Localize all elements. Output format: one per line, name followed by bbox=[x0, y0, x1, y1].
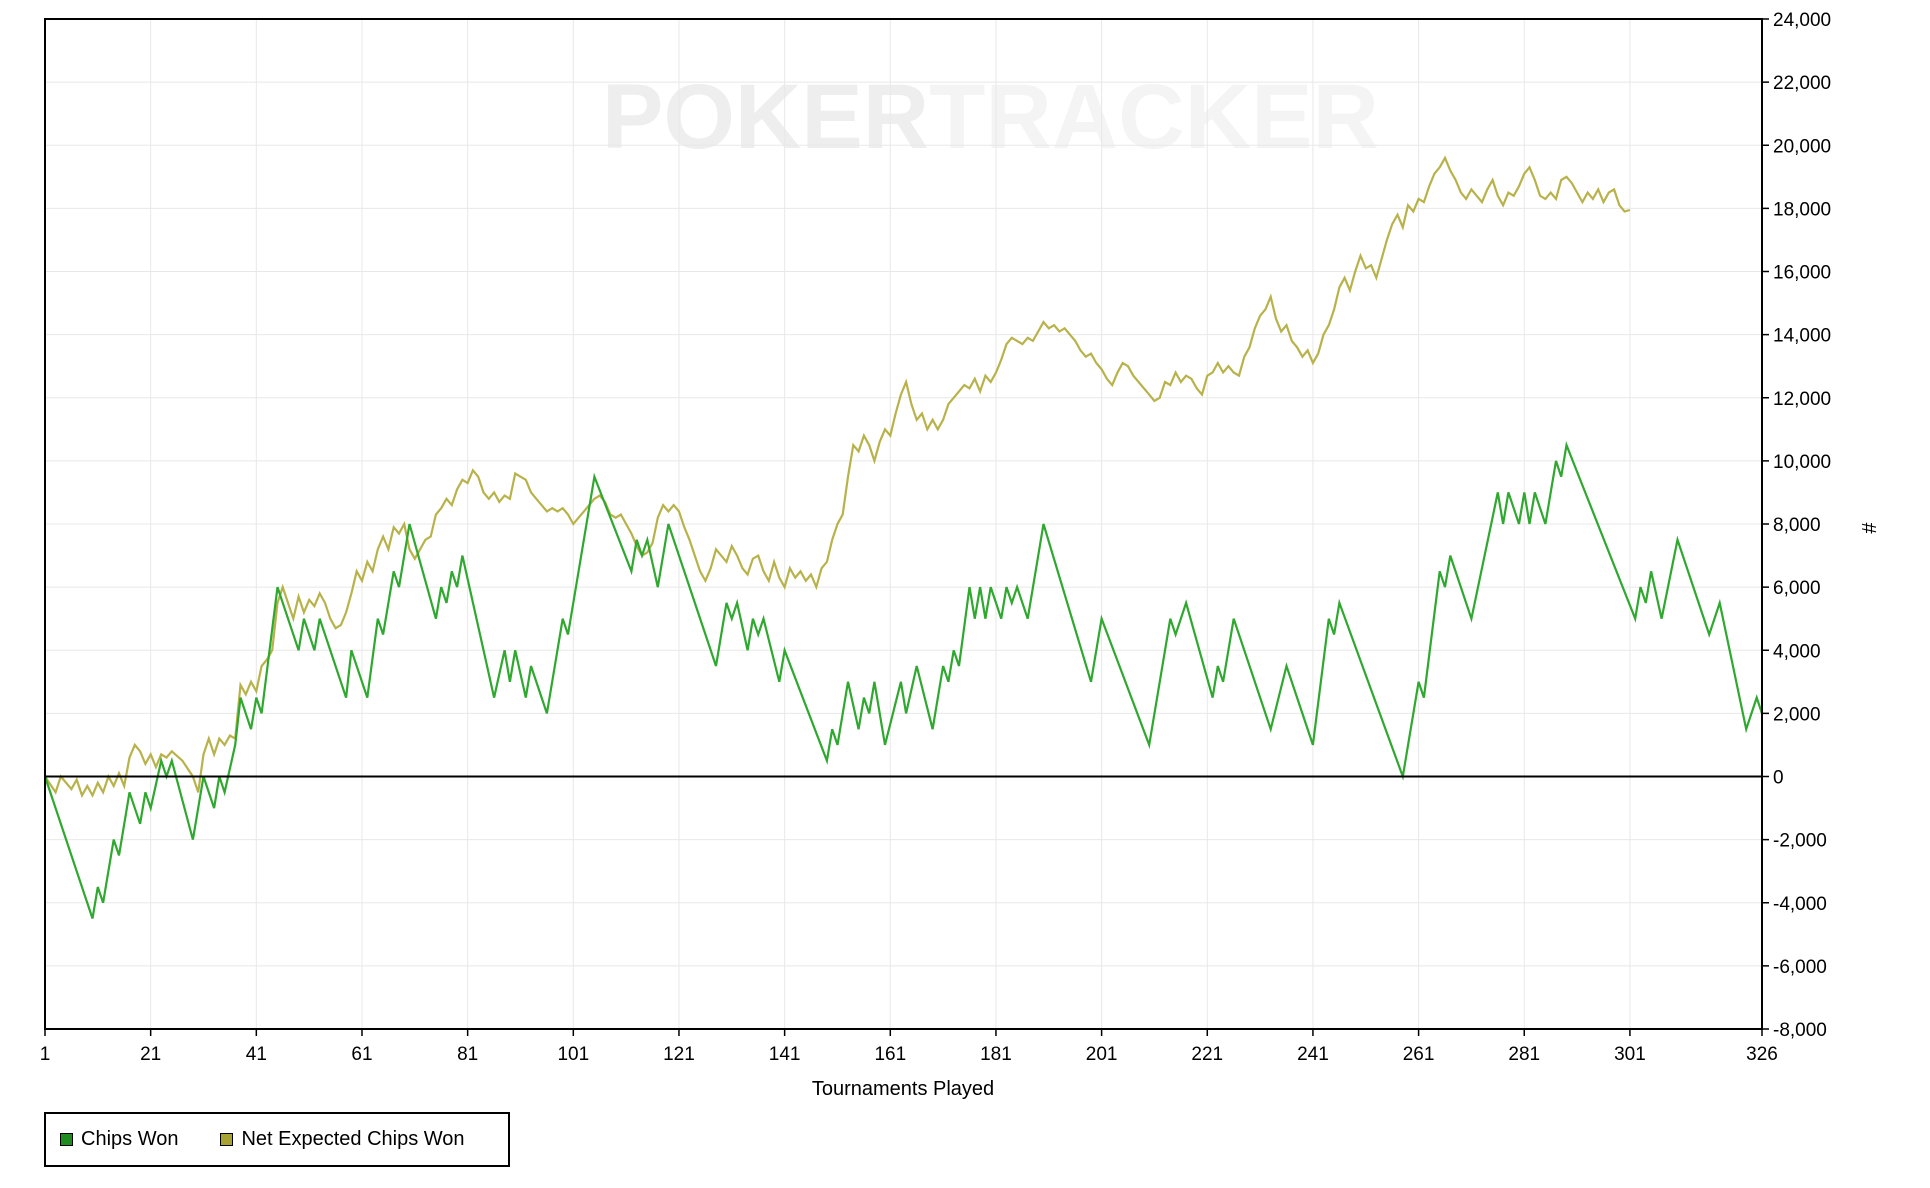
legend-item-net-expected: Net Expected Chips Won bbox=[220, 1128, 465, 1151]
series-line-net-expected-chips-won bbox=[45, 155, 1631, 799]
y-tick-label: 24,000 bbox=[1773, 10, 1831, 31]
legend-label-net-expected: Net Expected Chips Won bbox=[241, 1128, 465, 1150]
y-tick-label: 18,000 bbox=[1773, 199, 1831, 220]
x-tick-label: 121 bbox=[663, 1044, 695, 1065]
y-tick-label: 22,000 bbox=[1773, 73, 1831, 94]
x-tick-label: 1 bbox=[40, 1044, 51, 1065]
y-axis-title: # bbox=[1857, 522, 1879, 534]
y-tick-label: 2,000 bbox=[1773, 704, 1821, 725]
y-tick-label: 8,000 bbox=[1773, 515, 1821, 536]
x-tick-label: 221 bbox=[1191, 1044, 1223, 1065]
y-tick-label: 4,000 bbox=[1773, 641, 1821, 662]
watermark-text: POKERTRACKER bbox=[602, 66, 1379, 168]
legend-label-chips-won: Chips Won bbox=[81, 1128, 179, 1150]
x-tick-label: 201 bbox=[1086, 1044, 1118, 1065]
y-tick-label: -4,000 bbox=[1773, 894, 1827, 915]
y-tick-label: 6,000 bbox=[1773, 578, 1821, 599]
y-tick-label: 12,000 bbox=[1773, 389, 1831, 410]
x-tick-label: 101 bbox=[557, 1044, 589, 1065]
x-tick-label: 61 bbox=[351, 1044, 372, 1065]
x-tick-label: 181 bbox=[980, 1044, 1012, 1065]
pokertracker-watermark: POKERTRACKER bbox=[602, 66, 1379, 168]
legend-item-chips-won: Chips Won bbox=[60, 1128, 178, 1151]
y-tick-label: 0 bbox=[1773, 768, 1784, 789]
y-tick-label: 10,000 bbox=[1773, 452, 1831, 473]
x-tick-label: 281 bbox=[1508, 1044, 1540, 1065]
legend-swatch-chips-won bbox=[60, 1133, 73, 1146]
legend: Chips Won Net Expected Chips Won bbox=[44, 1112, 510, 1167]
series-line-chips-won bbox=[45, 441, 1762, 919]
x-tick-label: 161 bbox=[874, 1044, 906, 1065]
y-tick-label: 16,000 bbox=[1773, 263, 1831, 284]
y-tick-label: -8,000 bbox=[1773, 1020, 1827, 1041]
y-tick-label: 14,000 bbox=[1773, 326, 1831, 347]
x-axis-title: Tournaments Played bbox=[812, 1078, 994, 1100]
legend-swatch-net-expected bbox=[220, 1133, 234, 1146]
series-layer bbox=[45, 155, 1762, 919]
y-tick-label: 20,000 bbox=[1773, 136, 1831, 157]
x-tick-label: 81 bbox=[457, 1044, 478, 1065]
gridlines bbox=[44, 18, 1763, 1030]
x-tick-label: 41 bbox=[246, 1044, 267, 1065]
y-tick-label: -2,000 bbox=[1773, 831, 1827, 852]
x-axis: 1 21 41 61 81 101 121 141 161 181 201 221 241 261 281 3… bbox=[40, 1029, 1778, 1065]
x-tick-label: 21 bbox=[140, 1044, 161, 1065]
x-tick-label: 301 bbox=[1614, 1044, 1646, 1065]
x-tick-label: 241 bbox=[1297, 1044, 1329, 1065]
y-tick-label: -6,000 bbox=[1773, 957, 1827, 978]
y-axis: 24,000 22,000 20,000 18,000 16,000 14,000 12,0… bbox=[1762, 10, 1831, 1041]
x-tick-label: 326 bbox=[1746, 1044, 1778, 1065]
x-tick-label: 261 bbox=[1403, 1044, 1435, 1065]
x-tick-label: 141 bbox=[769, 1044, 801, 1065]
